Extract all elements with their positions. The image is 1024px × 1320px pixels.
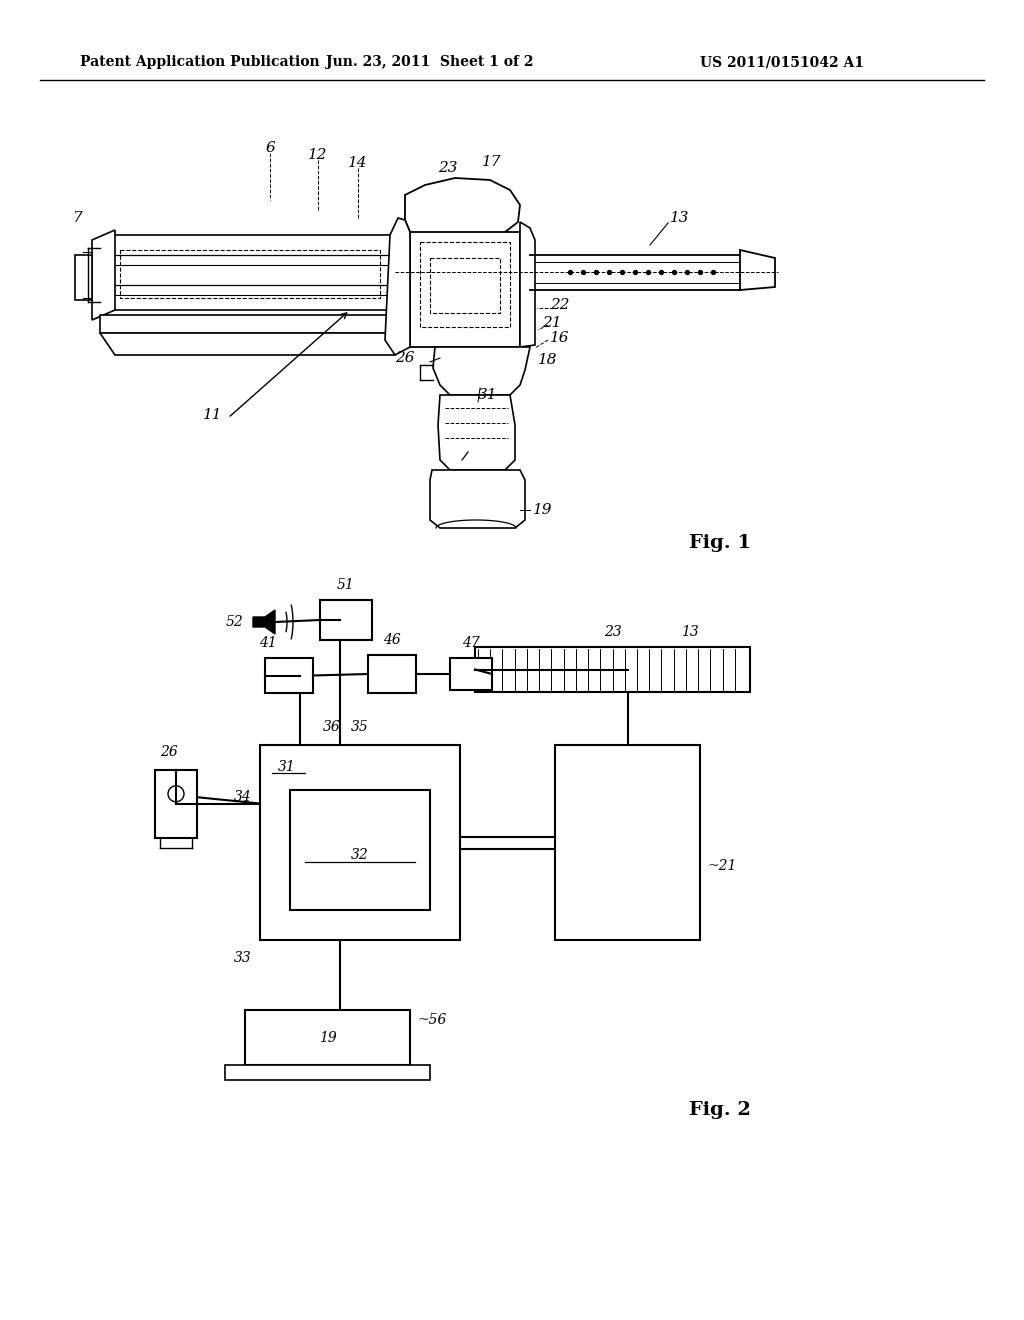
- Text: 13: 13: [671, 211, 690, 224]
- Bar: [225, 1065, 430, 1080]
- Text: 34: 34: [234, 789, 252, 804]
- Text: 52: 52: [226, 615, 244, 630]
- Text: Fig. 1: Fig. 1: [689, 535, 751, 552]
- Text: 19: 19: [534, 503, 553, 517]
- Bar: [290, 789, 430, 909]
- Polygon shape: [385, 218, 410, 355]
- Text: 11: 11: [203, 408, 223, 422]
- Bar: [410, 232, 520, 347]
- Text: ~21: ~21: [708, 859, 737, 873]
- Text: 32: 32: [351, 847, 369, 862]
- Bar: [555, 744, 700, 940]
- Text: 6: 6: [265, 141, 274, 154]
- Polygon shape: [520, 222, 535, 347]
- Text: 51: 51: [337, 578, 355, 591]
- Polygon shape: [406, 178, 520, 240]
- Polygon shape: [740, 249, 775, 290]
- Text: US 2011/0151042 A1: US 2011/0151042 A1: [700, 55, 864, 69]
- Polygon shape: [390, 310, 415, 319]
- Text: Jun. 23, 2011  Sheet 1 of 2: Jun. 23, 2011 Sheet 1 of 2: [327, 55, 534, 69]
- Text: 17: 17: [482, 154, 502, 169]
- Text: ~56: ~56: [418, 1012, 447, 1027]
- Polygon shape: [92, 230, 115, 319]
- Polygon shape: [75, 255, 92, 300]
- Bar: [319, 601, 372, 640]
- Text: 26: 26: [160, 744, 178, 759]
- Text: 12: 12: [308, 148, 328, 162]
- Text: 19: 19: [318, 1031, 336, 1044]
- Polygon shape: [430, 470, 525, 528]
- Bar: [430, 257, 500, 313]
- Bar: [475, 647, 750, 692]
- Bar: [155, 770, 197, 838]
- Bar: [368, 655, 416, 693]
- Polygon shape: [100, 333, 410, 355]
- Text: 31: 31: [478, 388, 498, 403]
- Text: 36: 36: [324, 719, 341, 734]
- Text: 35: 35: [351, 719, 369, 734]
- Text: 23: 23: [438, 161, 458, 176]
- Text: 13: 13: [681, 624, 698, 639]
- Text: 31: 31: [278, 760, 296, 774]
- Text: 16: 16: [550, 331, 569, 345]
- Text: 7: 7: [72, 211, 82, 224]
- Text: 47: 47: [462, 636, 480, 649]
- Polygon shape: [433, 347, 530, 395]
- Text: 14: 14: [348, 156, 368, 170]
- Text: 33: 33: [234, 950, 252, 965]
- Bar: [265, 657, 313, 693]
- Text: 23: 23: [603, 624, 622, 639]
- Bar: [120, 249, 380, 298]
- Polygon shape: [438, 395, 515, 470]
- Text: 41: 41: [259, 636, 278, 649]
- Bar: [245, 1010, 410, 1065]
- Bar: [260, 744, 460, 940]
- Bar: [420, 242, 510, 327]
- Bar: [100, 315, 410, 333]
- Bar: [450, 657, 492, 690]
- Text: 26: 26: [395, 351, 415, 366]
- Text: 22: 22: [550, 298, 569, 312]
- Text: 21: 21: [543, 315, 562, 330]
- Text: Fig. 2: Fig. 2: [689, 1101, 751, 1119]
- Text: 46: 46: [383, 634, 400, 647]
- Polygon shape: [253, 610, 275, 634]
- Text: 18: 18: [539, 352, 558, 367]
- Polygon shape: [390, 224, 415, 235]
- Text: Patent Application Publication: Patent Application Publication: [80, 55, 319, 69]
